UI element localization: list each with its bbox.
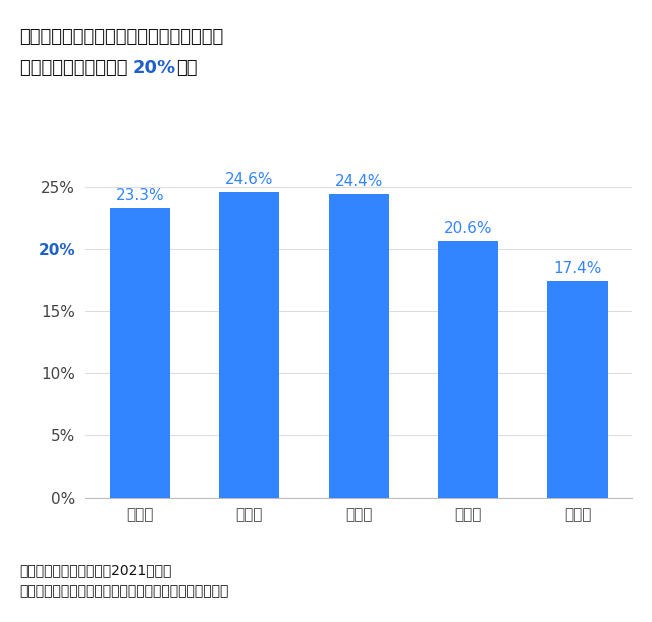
Bar — [438, 241, 498, 498]
Text: 同業平均値と比較した事業承継実施企業の: 同業平均値と比較した事業承継実施企業の — [20, 28, 224, 46]
Text: 24.4%: 24.4% — [334, 174, 383, 189]
Bar — [219, 192, 279, 498]
Text: 23.3%: 23.3% — [115, 188, 164, 203]
Text: 20%: 20% — [133, 59, 176, 77]
Text: 20.6%: 20.6% — [444, 221, 492, 236]
Text: （株）東京商工リサーチ「企業情報ファイル」再編加工: （株）東京商工リサーチ「企業情報ファイル」再編加工 — [20, 585, 229, 599]
Text: 当期純利益成長率は約: 当期純利益成長率は約 — [20, 59, 133, 77]
Text: 高い: 高い — [176, 59, 198, 77]
Text: 【資料】中小企業白書（2021）より: 【資料】中小企業白書（2021）より — [20, 563, 172, 577]
Bar — [110, 208, 170, 498]
Bar — [329, 194, 389, 498]
Bar — [548, 281, 608, 498]
Text: 24.6%: 24.6% — [225, 172, 273, 187]
Text: 17.4%: 17.4% — [554, 261, 602, 276]
